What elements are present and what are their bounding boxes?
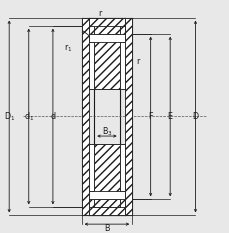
Bar bbox=[81, 18, 88, 215]
Text: r: r bbox=[136, 57, 139, 66]
Text: r$_1$: r$_1$ bbox=[63, 43, 72, 54]
Bar bbox=[94, 191, 119, 207]
Bar bbox=[94, 26, 119, 42]
Text: B$_3$: B$_3$ bbox=[101, 126, 112, 138]
Bar bbox=[119, 26, 125, 42]
Bar bbox=[88, 26, 94, 42]
Text: r: r bbox=[98, 8, 101, 17]
Bar bbox=[88, 144, 94, 191]
Bar bbox=[94, 191, 119, 207]
Bar bbox=[94, 144, 119, 199]
Bar bbox=[88, 191, 94, 207]
Text: E: E bbox=[167, 112, 172, 121]
Bar bbox=[94, 34, 119, 89]
Bar bbox=[119, 42, 125, 89]
Bar bbox=[88, 34, 125, 42]
Bar bbox=[88, 191, 125, 199]
Text: F: F bbox=[148, 112, 152, 121]
Bar bbox=[119, 144, 125, 191]
Bar bbox=[88, 18, 125, 34]
Text: B: B bbox=[104, 223, 109, 233]
Bar bbox=[88, 42, 94, 89]
Bar bbox=[88, 199, 125, 215]
Text: D$_1$: D$_1$ bbox=[3, 110, 15, 123]
Text: d$_1$: d$_1$ bbox=[24, 110, 34, 123]
Text: D: D bbox=[192, 112, 198, 121]
Bar bbox=[125, 18, 132, 215]
Text: d: d bbox=[50, 112, 55, 121]
Bar bbox=[119, 191, 125, 207]
